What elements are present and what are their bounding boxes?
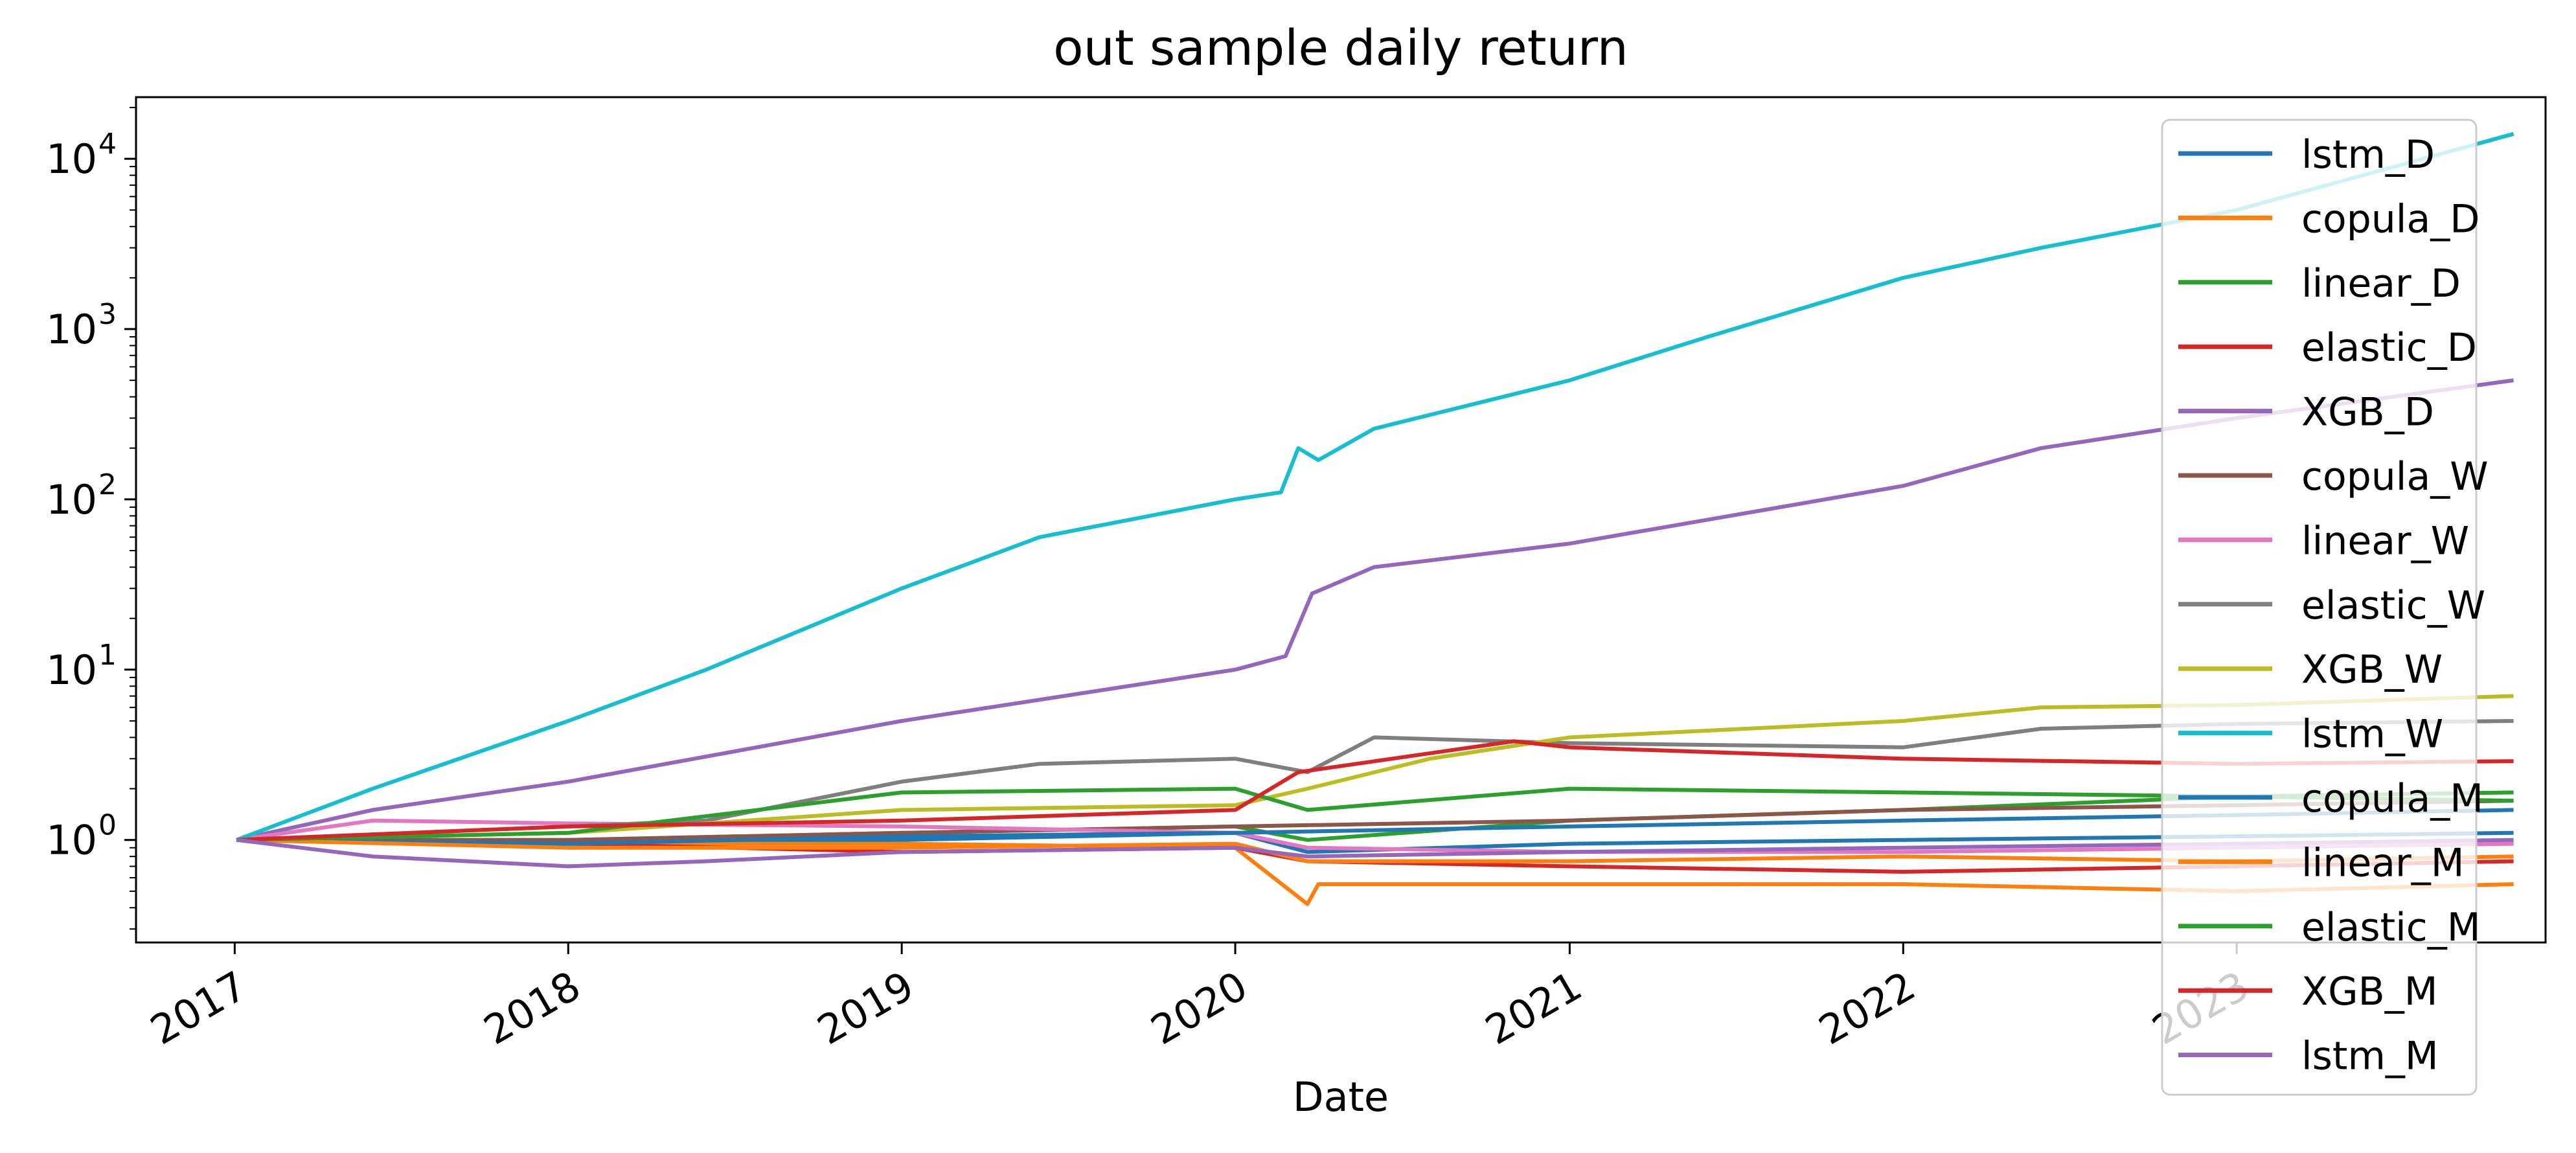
series-line-lstm_M <box>236 838 2514 869</box>
legend-label-copula_D: copula_D <box>2301 196 2479 242</box>
legend-label-linear_D: linear_D <box>2301 261 2461 306</box>
y-tick-exponent-1: 0 <box>98 809 117 842</box>
legend-label-copula_W: copula_W <box>2301 454 2489 499</box>
series-line-copula_D <box>236 838 2514 906</box>
legend-label-copula_M: copula_M <box>2301 776 2483 821</box>
chart-title: out sample daily return <box>1053 19 1628 76</box>
legend-box <box>2161 119 2478 1096</box>
y-tick-exponent-10000: 4 <box>98 128 117 161</box>
series-line-elastic_M <box>236 786 2514 842</box>
legend-label-XGB_W: XGB_W <box>2301 647 2443 692</box>
series-line-XGB_M <box>236 739 2514 842</box>
legend-label-lstm_W: lstm_W <box>2301 712 2443 757</box>
series-line-lstm_W <box>236 131 2514 842</box>
y-tick-label-100: 10 <box>46 476 97 523</box>
legend-label-XGB_M: XGB_M <box>2301 969 2438 1014</box>
legend-label-elastic_W: elastic_W <box>2301 583 2485 628</box>
legend: lstm_D copula_D linear_D elastic_D XGB_Dcopu… <box>2161 119 2489 1096</box>
legend-label-lstm_M: lstm_M <box>2301 1034 2439 1079</box>
y-tick-label-10000: 10 <box>46 135 97 183</box>
series-line-linear_M <box>236 838 2514 863</box>
series-line-XGB_W <box>236 694 2514 842</box>
y-tick-label-1000: 10 <box>46 306 97 353</box>
legend-label-linear_M: linear_M <box>2301 840 2464 885</box>
y-tick-exponent-100: 2 <box>98 468 117 501</box>
y-tick-label-10: 10 <box>46 646 97 694</box>
legend-label-elastic_M: elastic_M <box>2301 905 2481 950</box>
y-tick-exponent-1000: 3 <box>98 298 117 331</box>
x-axis-label: Date <box>1293 1073 1389 1121</box>
legend-label-elastic_D: elastic_D <box>2301 325 2477 371</box>
y-tick-label-1: 10 <box>46 817 97 864</box>
legend-label-XGB_D: XGB_D <box>2301 390 2434 435</box>
legend-label-lstm_D: lstm_D <box>2301 132 2435 177</box>
y-tick-exponent-10: 1 <box>98 639 117 672</box>
plot-frame <box>135 96 2547 944</box>
series-line-XGB_D <box>236 378 2514 842</box>
legend-label-linear_W: linear_W <box>2301 518 2469 564</box>
series-line-linear_W <box>236 818 2514 854</box>
